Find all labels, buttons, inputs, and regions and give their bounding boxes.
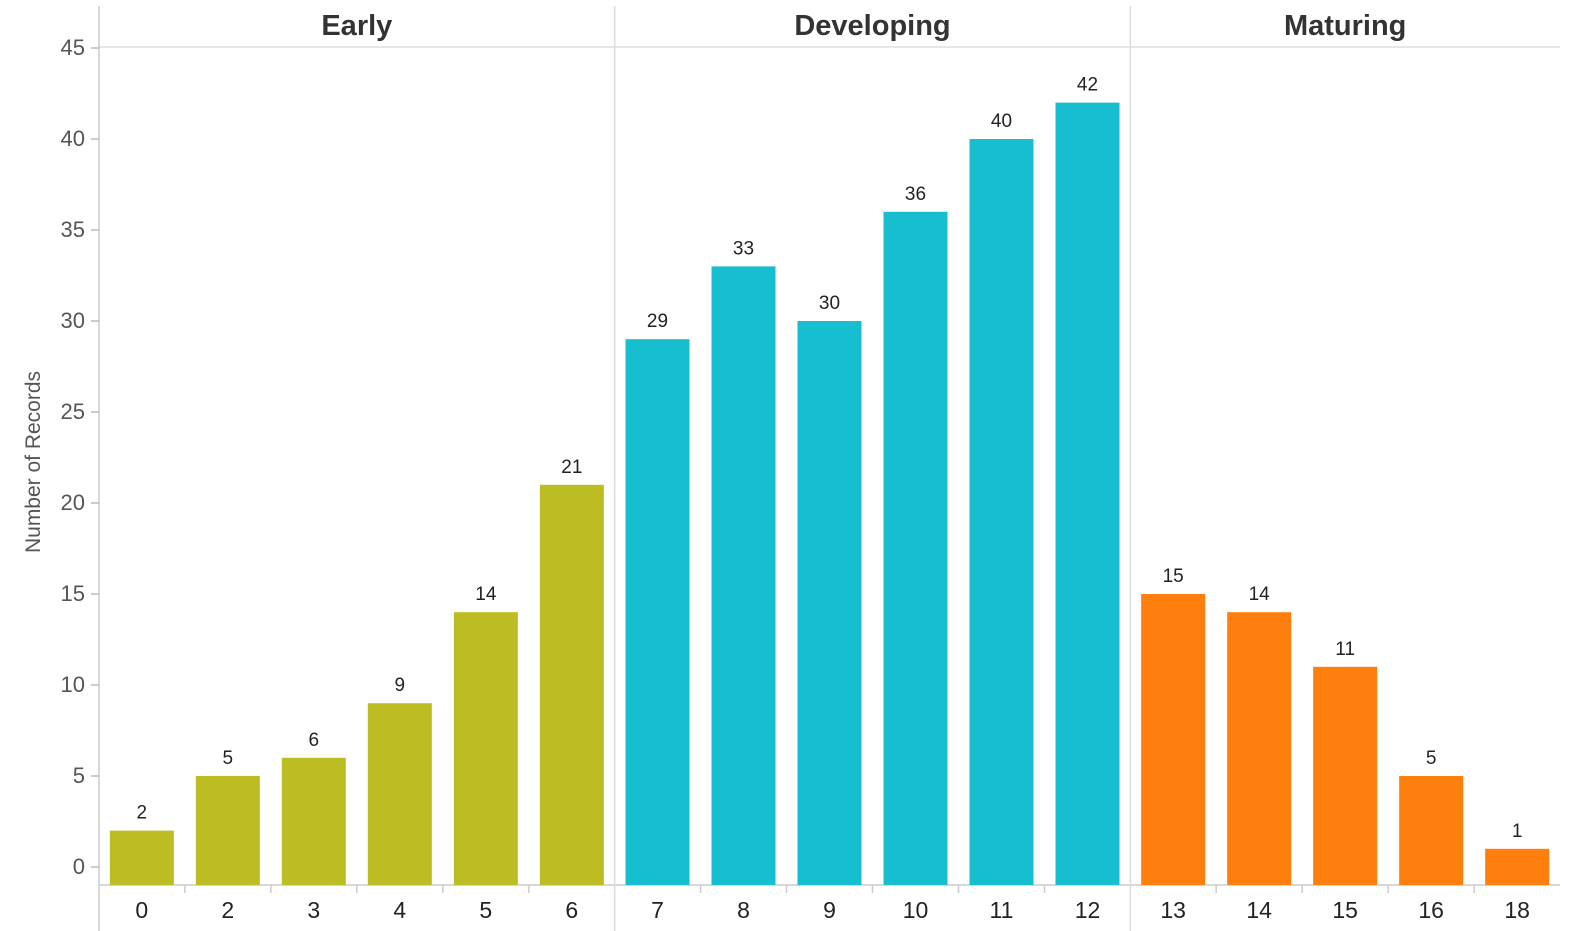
bar <box>883 211 948 886</box>
bar <box>367 703 432 885</box>
bar-value-label: 14 <box>475 584 497 605</box>
x-axis: 0 2 3 4 5 6 7 8 9 10 11 12 13 14 15 16 18 <box>135 885 1530 923</box>
x-tick-label: 3 <box>307 897 320 923</box>
y-axis-title: Number of Records <box>22 371 45 553</box>
bar-value-label: 29 <box>647 311 668 332</box>
bars: 2 5 6 9 14 21 29 33 30 36 40 42 15 14 11 5 1 <box>109 75 1550 886</box>
bar <box>711 266 776 885</box>
bar-value-label: 5 <box>223 748 234 769</box>
bar <box>1485 848 1550 885</box>
bar-value-label: 1 <box>1512 821 1523 842</box>
group-headers: Early Developing Maturing <box>321 10 1406 42</box>
bar <box>969 139 1034 885</box>
y-tick-label: 40 <box>61 126 85 151</box>
x-tick-label: 6 <box>565 897 578 923</box>
y-tick-label: 5 <box>73 763 85 788</box>
x-tick-label: 12 <box>1075 897 1101 923</box>
y-tick-label: 20 <box>61 490 85 515</box>
y-tick-label: 45 <box>61 35 85 60</box>
x-tick-label: 14 <box>1246 897 1272 923</box>
x-tick-label: 15 <box>1332 897 1358 923</box>
bar-value-label: 30 <box>819 293 840 314</box>
bar <box>539 484 604 885</box>
bar <box>281 757 346 885</box>
y-axis: 0 5 10 15 20 25 30 35 40 45 <box>61 35 99 879</box>
bar-value-label: 33 <box>733 238 754 259</box>
x-tick-label: 4 <box>393 897 406 923</box>
y-tick-label: 25 <box>61 399 85 424</box>
bar-value-label: 11 <box>1335 639 1355 660</box>
bar-value-label: 40 <box>991 111 1012 132</box>
x-tick-label: 9 <box>823 897 836 923</box>
bar-value-label: 14 <box>1249 584 1271 605</box>
bar <box>1227 612 1292 885</box>
bar-value-label: 42 <box>1077 75 1098 96</box>
bar-value-label: 21 <box>561 457 582 478</box>
bar-value-label: 36 <box>905 184 926 205</box>
x-tick-label: 13 <box>1160 897 1186 923</box>
group-header-label: Early <box>321 10 392 42</box>
group-header-label: Developing <box>794 10 950 42</box>
group-header-label: Maturing <box>1284 10 1406 42</box>
bar <box>1313 666 1378 885</box>
x-tick-label: 0 <box>135 897 148 923</box>
x-tick-label: 5 <box>479 897 492 923</box>
bar <box>797 321 862 885</box>
bar <box>625 339 690 885</box>
x-tick-label: 16 <box>1418 897 1444 923</box>
bar-value-label: 15 <box>1163 566 1184 587</box>
y-tick-label: 15 <box>61 581 85 606</box>
y-tick-label: 35 <box>61 217 85 242</box>
bar-value-label: 9 <box>395 675 406 696</box>
x-tick-label: 10 <box>903 897 929 923</box>
bar <box>195 776 260 885</box>
bar-value-label: 2 <box>137 803 148 824</box>
x-tick-label: 2 <box>221 897 234 923</box>
x-tick-label: 18 <box>1504 897 1530 923</box>
y-tick-label: 0 <box>73 854 85 879</box>
bar-value-label: 5 <box>1426 748 1437 769</box>
bar <box>453 612 518 885</box>
bar <box>1055 102 1120 886</box>
x-tick-label: 11 <box>990 897 1014 923</box>
y-tick-label: 10 <box>61 672 85 697</box>
x-tick-label: 7 <box>651 897 664 923</box>
bar <box>109 830 174 885</box>
bar <box>1399 776 1464 885</box>
bar-value-label: 6 <box>309 730 320 751</box>
x-tick-label: 8 <box>737 897 750 923</box>
bar <box>1141 594 1206 885</box>
y-tick-label: 30 <box>61 308 85 333</box>
